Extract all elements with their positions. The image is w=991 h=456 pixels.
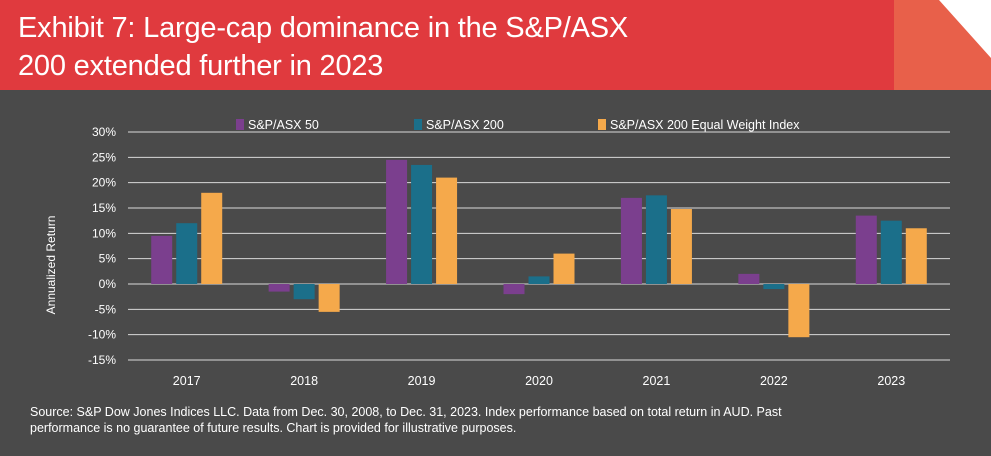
legend-label: S&P/ASX 200 Equal Weight Index [610,118,800,132]
x-tick-label: 2020 [525,374,553,388]
x-tick-label: 2019 [408,374,436,388]
y-tick-label: -10% [88,328,116,342]
source-note: Source: S&P Dow Jones Indices LLC. Data … [30,404,980,436]
bar [738,273,760,284]
corner-fold-graphic [894,0,991,90]
y-tick-label: 25% [92,150,116,164]
y-axis-label: Annualized Return [44,216,58,315]
bar-chart: S&P/ASX 50 S&P/ASX 200 S&P/ASX 200 Equal W… [44,118,950,388]
bar [855,215,877,284]
y-tick-label: -5% [95,302,117,316]
source-line-1: Source: S&P Dow Jones Indices LLC. Data … [30,405,782,419]
bar [318,284,340,312]
bar [151,235,173,284]
bar [763,284,785,290]
bar [553,253,575,284]
x-tick-label: 2018 [290,374,318,388]
gridlines [128,131,950,361]
y-tick-label: 0% [99,277,117,291]
bar [788,284,810,338]
bar [880,220,902,284]
legend: S&P/ASX 50 S&P/ASX 200 S&P/ASX 200 Equal W… [236,118,800,132]
y-tick-label: 15% [92,201,116,215]
bar [503,284,525,295]
bar [436,177,458,284]
bar [386,159,408,284]
legend-label: S&P/ASX 50 [248,118,319,132]
bar [905,228,927,284]
bar [293,284,315,300]
chart-title-line-1: Exhibit 7: Large-cap dominance in the S&… [18,12,629,44]
bars [151,159,927,338]
y-tick-label: -15% [88,353,116,367]
chart-title: Exhibit 7: Large-cap dominance in the S&… [18,9,878,85]
corner-fold [894,0,991,90]
y-tick-label: 20% [92,176,116,190]
x-tick-label: 2022 [760,374,788,388]
corner-fold-shape [894,0,991,90]
bar [620,197,642,284]
bar [645,195,667,284]
bar [670,209,692,284]
title-banner: Exhibit 7: Large-cap dominance in the S&… [0,0,894,90]
legend-label: S&P/ASX 200 [426,118,504,132]
bar [176,223,198,284]
x-tick-label: 2017 [173,374,201,388]
legend-swatch [414,119,422,130]
bar [411,164,433,284]
y-tick-label: 30% [92,125,116,139]
chart-title-line-2: 200 extended further in 2023 [18,50,384,82]
bar [201,192,223,284]
y-tick-label: 5% [99,252,117,266]
chart-area: S&P/ASX 50 S&P/ASX 200 S&P/ASX 200 Equal W… [0,90,991,451]
x-tick-label: 2021 [643,374,671,388]
bar [528,276,550,284]
x-tick-label: 2023 [877,374,905,388]
y-tick-label: 10% [92,226,116,240]
bar [268,284,290,292]
source-line-2: performance is no guarantee of future re… [30,421,517,435]
y-axis: 30% 25% 20% 15% 10% 5% 0% -5% -10% -15% [88,125,116,367]
legend-swatch [598,119,606,130]
legend-swatch [236,119,244,130]
x-axis: 2017 2018 2019 2020 2021 2022 2023 [173,374,905,388]
